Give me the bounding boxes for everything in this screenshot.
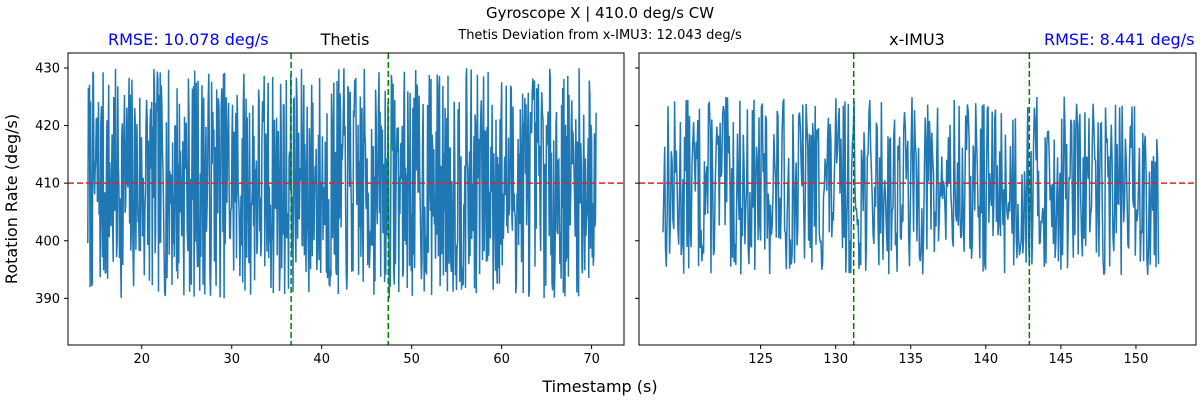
panel-title-ximu3: x-IMU3 bbox=[889, 30, 945, 49]
y-tick-label-0-1: 400 bbox=[35, 234, 60, 249]
rmse-label-ximu3: RMSE: 8.441 deg/s bbox=[1044, 30, 1194, 49]
y-tick-label-0-0: 390 bbox=[35, 292, 60, 307]
x-tick-label-1-5: 150 bbox=[1124, 352, 1149, 367]
axes-frame-ximu3 bbox=[638, 52, 1197, 346]
axes-frame-thetis bbox=[67, 52, 625, 346]
x-tick-label-1-4: 145 bbox=[1048, 352, 1073, 367]
panel-ximu3: x-IMU3 RMSE: 8.441 deg/s 125 130 135 140 145… bbox=[635, 30, 1197, 367]
subtitle: Thetis Deviation from x-IMU3: 12.043 deg… bbox=[457, 28, 742, 43]
series-line-0-0 bbox=[87, 68, 597, 299]
y-tick-label-0-3: 420 bbox=[35, 119, 60, 134]
suptitle: Gyroscope X | 410.0 deg/s CW bbox=[486, 4, 714, 22]
x-tick-label-0-1: 30 bbox=[223, 352, 240, 367]
rmse-label-thetis: RMSE: 10.078 deg/s bbox=[108, 30, 269, 49]
y-axis-label: Rotation Rate (deg/s) bbox=[2, 114, 21, 284]
x-tick-label-0-4: 60 bbox=[493, 352, 510, 367]
x-tick-label-0-0: 20 bbox=[134, 352, 151, 367]
panel-thetis: Thetis RMSE: 10.078 deg/s 20 30 40 50 60 70 39… bbox=[35, 30, 625, 367]
series-line-1-0 bbox=[662, 96, 1160, 275]
panel-title-thetis: Thetis bbox=[320, 30, 370, 49]
x-tick-label-0-2: 40 bbox=[313, 352, 330, 367]
x-tick-label-1-2: 135 bbox=[898, 352, 923, 367]
x-axis-label: Timestamp (s) bbox=[541, 377, 657, 396]
y-tick-label-0-2: 410 bbox=[35, 177, 60, 192]
x-tick-label-1-1: 130 bbox=[823, 352, 848, 367]
x-tick-label-1-3: 140 bbox=[973, 352, 998, 367]
x-tick-label-0-3: 50 bbox=[403, 352, 420, 367]
x-tick-label-0-5: 70 bbox=[583, 352, 600, 367]
x-tick-label-1-0: 125 bbox=[748, 352, 773, 367]
y-tick-label-0-4: 430 bbox=[35, 61, 60, 76]
